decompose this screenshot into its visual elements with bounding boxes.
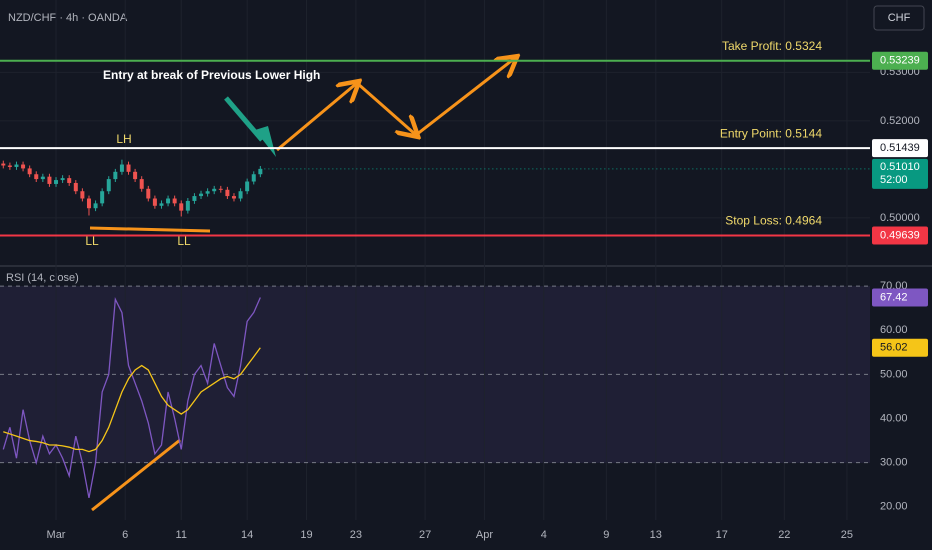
- x-tick-label: 11: [176, 529, 187, 541]
- annotation: LH: [116, 132, 131, 146]
- candle-body: [119, 164, 124, 172]
- candle-body: [47, 176, 52, 184]
- candle-body: [27, 168, 32, 175]
- arrow: [276, 83, 357, 152]
- candle-body: [14, 164, 19, 167]
- level-label: 0.51439: [880, 142, 920, 154]
- x-tick-label: 9: [603, 529, 609, 541]
- level-name: Take Profit: 0.5324: [722, 39, 822, 53]
- annotation: LL: [177, 234, 191, 248]
- candle-body: [100, 191, 105, 204]
- rsi-line: [3, 347, 261, 453]
- last-price-box: [872, 158, 928, 189]
- y-tick-label: 0.52000: [880, 115, 920, 127]
- arrow: [415, 58, 515, 137]
- level-name: Entry Point: 0.5144: [720, 126, 822, 140]
- candle-body: [73, 182, 78, 192]
- y-tick-label: 60.00: [880, 324, 908, 336]
- candle-body: [126, 164, 131, 172]
- level-box: [872, 51, 928, 70]
- y-tick-label: 30.00: [880, 457, 908, 469]
- candle-body: [139, 179, 144, 189]
- x-tick-label: 19: [300, 529, 312, 541]
- level-label: 0.49639: [880, 229, 920, 241]
- rsi-trendline: [91, 438, 181, 512]
- candle-body: [152, 198, 157, 206]
- candle-body: [179, 203, 184, 211]
- rsi-title: RSI (14, close): [6, 272, 79, 284]
- last-price-label: 0.51010: [880, 161, 920, 173]
- candle-body: [245, 181, 250, 192]
- candle-body: [192, 196, 197, 201]
- candle-body: [231, 196, 236, 199]
- countdown-label: 52:00: [880, 174, 908, 186]
- candle-body: [205, 191, 210, 194]
- x-tick-label: 6: [122, 529, 128, 541]
- candle-body: [133, 171, 138, 180]
- x-tick-label: 13: [650, 529, 662, 541]
- x-tick-label: 25: [841, 529, 853, 541]
- currency-button[interactable]: [873, 5, 925, 31]
- candle-body: [54, 180, 59, 184]
- level-box: [872, 139, 928, 158]
- pointer-arrow-head: [255, 126, 276, 157]
- candle-body: [185, 200, 190, 211]
- candle-body: [34, 174, 39, 180]
- candle-body: [258, 168, 263, 175]
- y-tick-label: 20.00: [880, 501, 908, 513]
- arrow: [356, 81, 416, 135]
- y-tick-label: 40.00: [880, 412, 908, 424]
- candle-body: [146, 188, 151, 199]
- candle-body: [166, 198, 171, 204]
- candle-body: [86, 198, 91, 209]
- x-tick-label: 14: [241, 529, 253, 541]
- value-box: [872, 288, 928, 307]
- x-tick-label: 23: [350, 529, 362, 541]
- annotation: LL: [85, 234, 99, 248]
- candle-body: [225, 189, 230, 197]
- candle-body: [106, 179, 111, 192]
- candle-body: [1, 163, 6, 166]
- candle-body: [7, 165, 12, 167]
- x-tick-label: Apr: [476, 529, 493, 541]
- currency-label: CHF: [888, 12, 911, 24]
- candle-body: [199, 193, 204, 197]
- x-tick-label: 22: [778, 529, 790, 541]
- candle-body: [40, 176, 45, 180]
- level-label: 0.53239: [880, 55, 920, 67]
- candle-body: [172, 198, 177, 204]
- annotation: Entry at break of Previous Lower High: [103, 68, 320, 82]
- candle-body: [93, 203, 98, 209]
- candle-body: [60, 178, 65, 181]
- symbol: NZD/CHF · 4h · OANDA: [8, 12, 128, 24]
- candle-body: [212, 188, 217, 192]
- value-label: 67.42: [880, 291, 908, 303]
- y-tick-label: 0.50000: [880, 212, 920, 224]
- value-label: 56.02: [880, 342, 908, 354]
- candle-body: [67, 178, 72, 183]
- value-box: [872, 338, 928, 357]
- x-tick-label: 27: [419, 529, 431, 541]
- level-box: [872, 226, 928, 245]
- candle-body: [251, 174, 256, 182]
- candle-body: [113, 171, 118, 180]
- candle-body: [238, 191, 243, 199]
- x-tick-label: Mar: [47, 529, 66, 541]
- drawings: [89, 58, 515, 512]
- candle-body: [21, 164, 26, 169]
- candle-body: [159, 203, 164, 206]
- level-name: Stop Loss: 0.4964: [725, 214, 822, 228]
- pointer-arrow: [224, 96, 264, 142]
- candle-body: [80, 191, 85, 199]
- x-tick-label: 4: [541, 529, 547, 541]
- x-tick-label: 17: [716, 529, 728, 541]
- candle-body: [218, 188, 223, 190]
- ll-line: [89, 226, 211, 233]
- y-tick-label: 50.00: [880, 368, 908, 380]
